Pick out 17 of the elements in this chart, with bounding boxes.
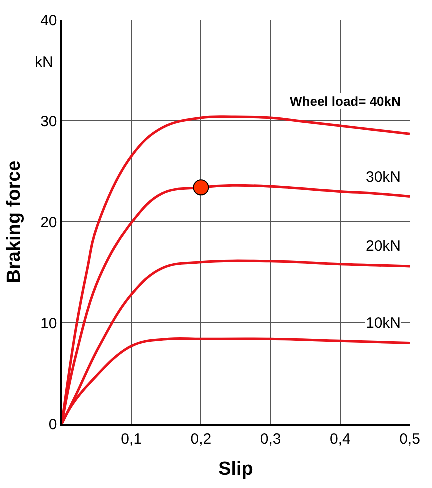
- y-tick-label: 10: [40, 315, 58, 332]
- y-tick-label: 30: [40, 113, 58, 130]
- x-tick-label: 0,5: [400, 430, 420, 448]
- y-tick-label: 20: [40, 214, 58, 232]
- y-axis-title: Braking force: [4, 160, 25, 284]
- y-tick-label: 40: [40, 12, 58, 30]
- text: kN: [35, 54, 54, 71]
- series-label: 20kN: [366, 238, 402, 255]
- series-label: 10kN: [366, 315, 402, 332]
- x-tick-label: 0,3: [260, 430, 282, 448]
- y-tick-label: 0: [48, 416, 58, 434]
- series-label: 30kN: [366, 169, 402, 186]
- x-tick-label: 0,4: [330, 430, 351, 448]
- x-tick-label: 0,2: [190, 430, 212, 448]
- series-label: Wheel load= 40kN: [290, 94, 401, 109]
- x-axis-title: Slip: [218, 459, 254, 480]
- x-tick-label: 0,1: [121, 430, 142, 448]
